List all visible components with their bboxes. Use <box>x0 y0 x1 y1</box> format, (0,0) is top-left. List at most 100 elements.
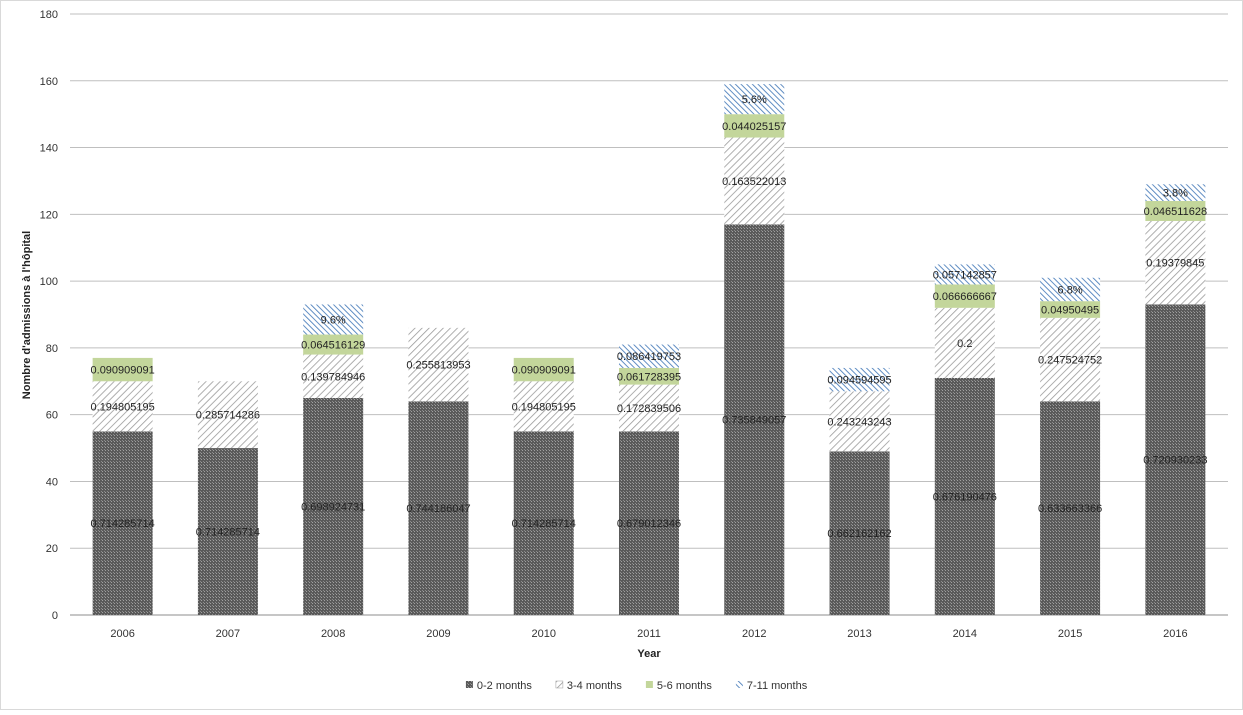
y-tick-label: 140 <box>40 143 58 155</box>
legend-label: 5-6 months <box>657 680 713 692</box>
data-label: 0.714285714 <box>196 527 260 539</box>
data-label: 0.19379845 <box>1146 258 1204 270</box>
x-tick-label: 2011 <box>637 628 661 640</box>
bar-segment <box>934 377 995 615</box>
legend-label: 0-2 months <box>477 680 533 692</box>
bar-segment <box>1040 401 1101 615</box>
bar-segment <box>513 381 574 432</box>
bar-segment <box>303 304 364 335</box>
legend-swatch <box>555 680 564 689</box>
data-label: 0.744186047 <box>406 503 470 515</box>
y-tick-label: 60 <box>46 410 58 422</box>
bar-segment <box>408 327 469 402</box>
bar-segment <box>408 401 469 615</box>
x-axis-title: Year <box>637 648 661 660</box>
x-tick-label: 2016 <box>1163 628 1187 640</box>
bar-segment <box>303 397 364 615</box>
data-label: 0.090909091 <box>512 365 576 377</box>
bar-segment <box>303 334 364 355</box>
data-label: 0.735849057 <box>722 415 786 427</box>
data-label: 0.194805195 <box>91 401 155 413</box>
data-label: 0.139784946 <box>301 371 365 383</box>
legend-swatch <box>465 681 473 688</box>
bar-segment <box>724 137 785 225</box>
data-label: 0.046511628 <box>1144 206 1207 218</box>
data-label: 0.633663366 <box>1038 503 1102 515</box>
y-tick-label: 120 <box>40 209 58 221</box>
data-label: 0.714285714 <box>91 518 155 530</box>
data-labels: 0.714285714 0.194805195 0.090909091 0.71428… <box>91 94 1208 540</box>
bar-segment <box>1040 301 1101 318</box>
gridlines <box>70 13 1228 616</box>
bar-segment <box>618 384 680 432</box>
x-tick-label: 2008 <box>321 628 345 640</box>
data-label: 0.247524752 <box>1038 355 1102 367</box>
bar-segment <box>92 381 153 432</box>
bar-segment <box>829 391 890 452</box>
y-tick-label: 160 <box>40 76 58 88</box>
data-label: 3.8% <box>1163 188 1188 200</box>
bar-segment <box>92 357 153 382</box>
data-label: 0.086419753 <box>617 351 681 363</box>
y-tick-label: 80 <box>46 343 58 355</box>
data-label: 0.064516129 <box>301 340 365 352</box>
bar-segment <box>197 448 258 615</box>
x-tick-label: 2007 <box>216 628 240 640</box>
bar-segment <box>618 367 680 385</box>
bar-segment <box>513 357 574 382</box>
bars <box>92 84 1206 615</box>
data-label: 0.255813953 <box>406 360 470 372</box>
y-axis-title: Nombre d'admissions à l'hôpital <box>21 231 33 399</box>
bar-segment <box>724 84 785 115</box>
data-label: 0.163522013 <box>722 176 786 188</box>
data-label: 0.679012346 <box>617 518 681 530</box>
data-label: 0.172839506 <box>617 403 681 415</box>
x-tick-label: 2014 <box>953 628 977 640</box>
legend-label: 7-11 months <box>747 680 808 692</box>
y-tick-label: 100 <box>40 276 58 288</box>
bar-segment <box>829 451 890 615</box>
legend-swatch <box>735 681 743 688</box>
data-label: 0.243243243 <box>827 416 891 428</box>
bar-segment <box>303 354 364 398</box>
x-tick-label: 2012 <box>742 628 766 640</box>
x-tick-label: 2013 <box>847 628 871 640</box>
data-label: 9.6% <box>321 315 346 327</box>
data-label: 0.714285714 <box>512 518 576 530</box>
data-label: 0.044025157 <box>722 121 786 133</box>
bar-segment <box>724 114 785 138</box>
data-label: 0.094594595 <box>827 375 891 387</box>
bar-segment <box>197 381 258 449</box>
x-axis-ticks: 2006 2007 2008 2009 2010 2011 2012 2013 2014 2015… <box>110 628 1187 640</box>
bar-segment <box>1145 184 1206 201</box>
legend: 0-2 months 3-4 months 5-6 months 7-11 month… <box>465 680 808 692</box>
data-label: 5.6% <box>742 94 767 106</box>
x-tick-label: 2015 <box>1058 628 1082 640</box>
x-tick-label: 2009 <box>426 628 450 640</box>
data-label: 0.061728395 <box>617 371 681 383</box>
y-tick-label: 40 <box>46 476 58 488</box>
data-label: 0.057142857 <box>933 269 997 281</box>
y-tick-label: 180 <box>40 9 58 21</box>
bar-segment <box>92 431 153 615</box>
bar-segment <box>934 307 995 378</box>
bar-segment <box>618 431 680 615</box>
data-label: 0.676190476 <box>933 491 997 503</box>
data-label: 0.2 <box>957 338 972 350</box>
y-tick-label: 20 <box>46 543 58 555</box>
bar-segment <box>1040 277 1101 302</box>
data-label: 0.662162162 <box>827 528 891 540</box>
data-label: 0.04950495 <box>1041 304 1099 316</box>
data-label: 0.720930233 <box>1143 455 1207 467</box>
legend-label: 3-4 months <box>567 680 623 692</box>
bar-segment <box>934 264 995 285</box>
x-tick-label: 2010 <box>531 628 555 640</box>
bar-segment <box>618 344 680 368</box>
bar-segment <box>513 431 574 615</box>
y-tick-label: 0 <box>52 610 58 622</box>
bar-segment <box>1145 221 1206 305</box>
legend-swatch <box>645 681 653 688</box>
data-label: 6.8% <box>1058 284 1083 296</box>
